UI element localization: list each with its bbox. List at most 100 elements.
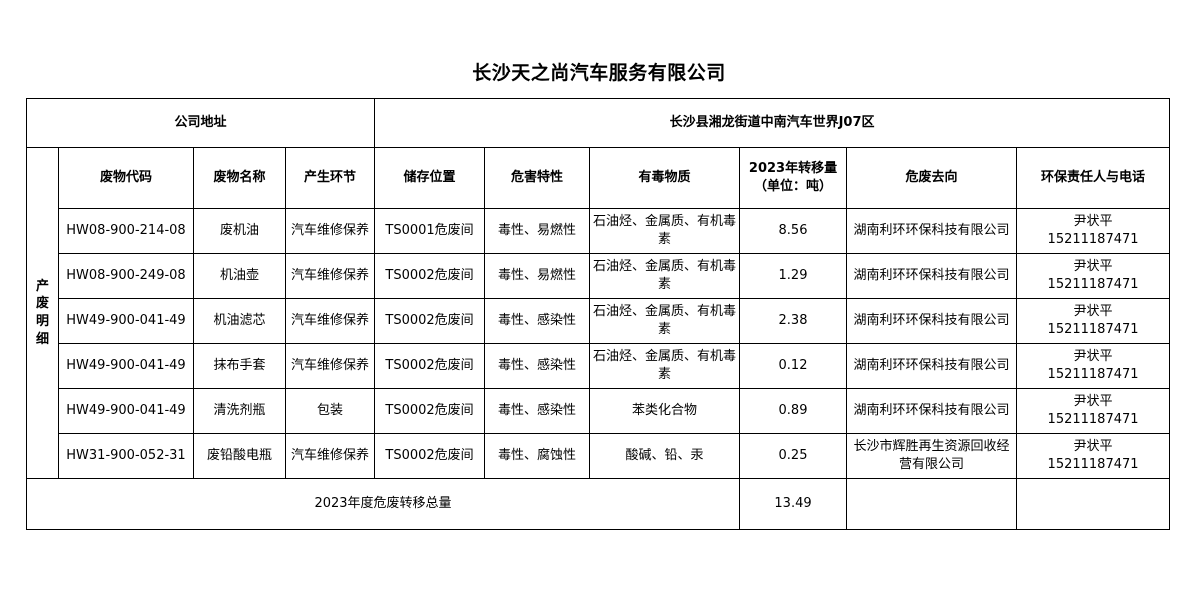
cell-responsible: 尹状平 15211187471 (1016, 253, 1171, 299)
page-title: 长沙天之尚汽车服务有限公司 (472, 62, 726, 84)
cell-amount: 0.12 (739, 343, 848, 389)
cell-stage: 汽车维修保养 (284, 343, 376, 389)
column-header-hazard-property: 危害特性 (484, 147, 591, 209)
vertical-label-char-3: 细 (35, 331, 49, 347)
cell-toxic: 石油烃、金属质、有机毒素 (589, 208, 741, 254)
total-responsible-blank (1016, 478, 1171, 530)
column-header-responsible: 环保责任人与电话 (1016, 147, 1171, 209)
cell-toxic: 石油烃、金属质、有机毒素 (589, 343, 741, 389)
cell-responsible: 尹状平 15211187471 (1016, 208, 1171, 254)
cell-waste-code: HW08-900-249-08 (58, 253, 194, 299)
cell-destination: 长沙市辉胜再生资源回收经营有限公司 (846, 433, 1018, 479)
column-header-waste-name: 废物名称 (193, 147, 286, 209)
cell-stage: 汽车维修保养 (284, 208, 376, 254)
company-address-label: 公司地址 (25, 98, 376, 148)
cell-stage: 汽车维修保养 (284, 253, 376, 299)
column-header-destination: 危废去向 (846, 147, 1018, 209)
responsible-name: 尹状平 (1073, 394, 1113, 410)
cell-responsible: 尹状平 15211187471 (1016, 388, 1171, 434)
cell-waste-name: 机油滤芯 (193, 298, 286, 344)
cell-hazard: 毒性、易燃性 (484, 253, 591, 299)
table-row: HW08-900-214-08 废机油 汽车维修保养 TS0001危废间 毒性、… (27, 208, 1171, 254)
cell-stage: 汽车维修保养 (284, 298, 376, 344)
cell-location: TS0002危废间 (374, 253, 486, 299)
cell-amount: 0.89 (739, 388, 848, 434)
cell-stage: 包装 (284, 388, 376, 434)
column-header-waste-code: 废物代码 (58, 147, 194, 209)
cell-waste-code: HW49-900-041-49 (58, 388, 194, 434)
responsible-phone: 15211187471 (1047, 322, 1139, 337)
section-label-vertical: 产 废 明 细 (26, 147, 59, 479)
company-address-value: 长沙县湘龙街道中南汽车世界J07区 (374, 98, 1171, 148)
cell-location: TS0002危废间 (374, 433, 486, 479)
cell-waste-code: HW49-900-041-49 (58, 298, 194, 344)
column-header-toxic-substance: 有毒物质 (589, 147, 741, 209)
cell-toxic: 苯类化合物 (589, 388, 741, 434)
responsible-name: 尹状平 (1073, 214, 1113, 230)
cell-waste-name: 机油壶 (193, 253, 286, 299)
responsible-name: 尹状平 (1073, 259, 1113, 275)
cell-waste-name: 废铅酸电瓶 (193, 433, 286, 479)
responsible-phone: 15211187471 (1047, 232, 1139, 247)
responsible-phone: 15211187471 (1047, 277, 1139, 292)
vertical-label-char-0: 产 (35, 278, 49, 294)
cell-hazard: 毒性、感染性 (484, 343, 591, 389)
total-row: 2023年度危废转移总量 13.49 (25, 478, 1171, 530)
cell-waste-name: 清洗剂瓶 (193, 388, 286, 434)
vertical-label-stack: 产 废 明 细 (30, 278, 55, 348)
table-row: HW49-900-041-49 抹布手套 汽车维修保养 TS0002危废间 毒性… (27, 343, 1171, 389)
cell-responsible: 尹状平 15211187471 (1016, 343, 1171, 389)
vertical-label-char-2: 明 (35, 314, 49, 329)
total-value: 13.49 (739, 478, 848, 530)
cell-location: TS0002危废间 (374, 343, 486, 389)
responsible-name: 尹状平 (1073, 439, 1113, 455)
cell-waste-name: 抹布手套 (193, 343, 286, 389)
vertical-label-char-1: 废 (35, 296, 49, 312)
cell-destination: 湖南利环环保科技有限公司 (846, 388, 1018, 434)
address-row: 公司地址 长沙县湘龙街道中南汽车世界J07区 (25, 98, 1171, 148)
column-header-row: 产 废 明 细 废物代码 废物名称 产生环节 储存位置 危害特性 有毒物质 20… (26, 147, 1171, 479)
cell-waste-code: HW31-900-052-31 (58, 433, 194, 479)
cell-waste-code: HW49-900-041-49 (58, 343, 194, 389)
responsible-phone: 15211187471 (1047, 367, 1139, 382)
hazardous-waste-table: 公司地址 长沙县湘龙街道中南汽车世界J07区 产 废 明 细 废物代码 废物名称… (25, 98, 1171, 530)
table-row: HW31-900-052-31 废铅酸电瓶 汽车维修保养 TS0002危废间 毒… (27, 433, 1171, 479)
cell-location: TS0001危废间 (374, 208, 486, 254)
cell-toxic: 石油烃、金属质、有机毒素 (589, 253, 741, 299)
responsible-phone: 15211187471 (1047, 457, 1139, 472)
cell-responsible: 尹状平 15211187471 (1016, 433, 1171, 479)
total-label: 2023年度危废转移总量 (25, 478, 741, 530)
column-header-storage-location: 储存位置 (374, 147, 486, 209)
cell-waste-code: HW08-900-214-08 (58, 208, 194, 254)
cell-destination: 湖南利环环保科技有限公司 (846, 208, 1018, 254)
cell-destination: 湖南利环环保科技有限公司 (846, 343, 1018, 389)
cell-amount: 2.38 (739, 298, 848, 344)
cell-hazard: 毒性、感染性 (484, 388, 591, 434)
cell-hazard: 毒性、腐蚀性 (484, 433, 591, 479)
cell-stage: 汽车维修保养 (284, 433, 376, 479)
total-destination-blank (846, 478, 1018, 530)
responsible-name: 尹状平 (1073, 349, 1113, 365)
table-body: 公司地址 长沙县湘龙街道中南汽车世界J07区 产 废 明 细 废物代码 废物名称… (25, 98, 1171, 530)
cell-hazard: 毒性、易燃性 (484, 208, 591, 254)
cell-toxic: 石油烃、金属质、有机毒素 (589, 298, 741, 344)
table-row: HW08-900-249-08 机油壶 汽车维修保养 TS0002危废间 毒性、… (27, 253, 1171, 299)
table-row: HW49-900-041-49 清洗剂瓶 包装 TS0002危废间 毒性、感染性… (27, 388, 1171, 434)
cell-waste-name: 废机油 (193, 208, 286, 254)
responsible-name: 尹状平 (1073, 304, 1113, 320)
cell-hazard: 毒性、感染性 (484, 298, 591, 344)
cell-responsible: 尹状平 15211187471 (1016, 298, 1171, 344)
cell-destination: 湖南利环环保科技有限公司 (846, 298, 1018, 344)
responsible-phone: 15211187471 (1047, 412, 1139, 427)
table-row: HW49-900-041-49 机油滤芯 汽车维修保养 TS0002危废间 毒性… (27, 298, 1171, 344)
cell-destination: 湖南利环环保科技有限公司 (846, 253, 1018, 299)
cell-location: TS0002危废间 (374, 388, 486, 434)
cell-toxic: 酸碱、铅、汞 (589, 433, 741, 479)
transfer-amount-line1: 2023年转移量 (748, 161, 838, 177)
cell-amount: 1.29 (739, 253, 848, 299)
cell-amount: 0.25 (739, 433, 848, 479)
column-header-stage: 产生环节 (284, 147, 376, 209)
cell-location: TS0002危废间 (374, 298, 486, 344)
column-header-transfer-amount: 2023年转移量 （单位：吨） (739, 147, 848, 209)
